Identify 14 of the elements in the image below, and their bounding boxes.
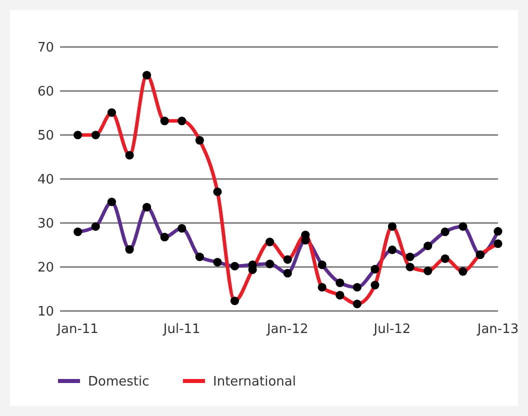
legend-label: International [213,374,296,390]
x-tick-label: Jul-12 [372,322,411,337]
x-tick-label: Jan-13 [476,322,519,337]
x-tick-label: Jan-11 [56,322,98,337]
y-tick-label: 40 [37,172,54,188]
y-tick-label: 20 [37,260,54,276]
y-tick-label: 60 [37,84,54,100]
y-tick-label: 10 [37,304,54,320]
legend-label: Domestic [88,374,150,390]
y-tick-label: 70 [37,40,54,56]
y-tick-label: 50 [37,128,54,144]
y-tick-label: 30 [37,216,54,232]
x-tick-label: Jan-12 [266,322,308,337]
x-tick-label: Jul-11 [162,322,200,337]
